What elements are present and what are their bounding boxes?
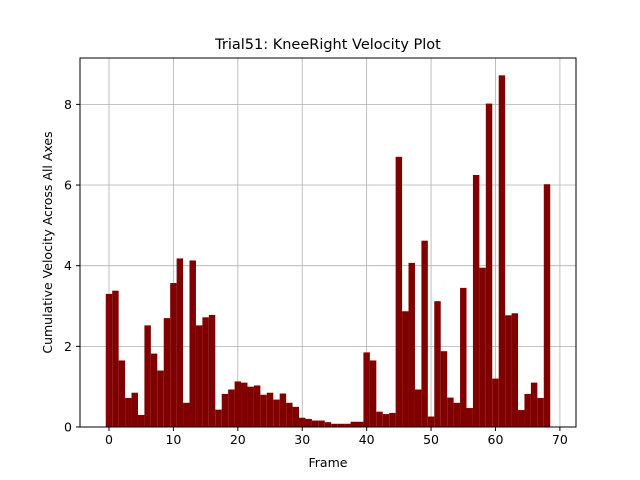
x-tick-label-50: 50 [423,432,439,447]
y-tick-label-4: 4 [64,258,72,273]
bar-frame-28 [286,402,293,427]
x-axis-label: Frame [309,455,348,470]
bar-frame-6 [144,325,151,427]
bar-frame-53 [447,397,454,427]
bar-frame-33 [318,420,325,427]
x-tick-label-60: 60 [488,432,504,447]
bar-frame-14 [195,325,203,427]
bar-frame-49 [421,240,428,427]
x-tick-label-10: 10 [165,432,181,447]
x-axis-ticks: 0 10 20 30 40 50 60 70 [105,427,568,447]
bar-frame-18 [221,393,229,427]
bar-frame-19 [228,389,235,427]
bar-frame-48 [414,389,422,427]
bar-frame-24 [260,394,267,427]
bar-frame-4 [131,392,138,427]
bar-frame-16 [208,314,216,427]
bar-frame-38 [350,421,357,427]
bar-frame-35 [331,423,338,427]
bar-frame-13 [189,260,196,427]
bar-frame-32 [311,420,319,427]
bar-frame-51 [434,301,441,427]
bar-frame-50 [427,416,435,427]
bar-frame-37 [344,423,351,427]
bar-frame-20 [234,381,242,427]
bar-frame-43 [382,414,390,427]
bar-frame-54 [453,402,461,427]
y-axis-label: Cumulative Velocity Across All Axes [40,131,55,353]
bar-frame-17 [215,409,222,427]
bar-frame-61 [498,75,506,428]
bar-frame-41 [369,360,377,427]
bar-frame-64 [518,410,525,427]
bar-frame-15 [202,317,209,427]
bar-frame-45 [395,156,403,427]
bar-frame-12 [183,402,190,427]
bar-frame-56 [466,408,473,427]
bar-frame-42 [376,411,383,427]
bar-frame-29 [292,406,300,427]
bar-frame-3 [125,397,132,427]
bar-frame-40 [363,352,370,427]
bar-frame-67 [537,397,544,427]
bar-frame-0 [105,293,113,427]
y-tick-label-2: 2 [64,339,72,354]
bar-frame-59 [485,103,493,427]
bar-frame-44 [389,412,396,427]
bar-frame-8 [157,370,164,427]
y-tick-label-8: 8 [64,97,72,112]
bar-series [105,75,551,428]
bar-frame-39 [356,421,364,427]
chart-title: Trial51: KneeRight Velocity Plot [214,37,441,53]
bar-frame-36 [337,423,345,427]
bar-frame-1 [112,290,119,427]
bar-frame-68 [543,184,551,427]
bar-frame-58 [479,267,486,427]
bar-frame-25 [266,392,274,427]
bar-frame-66 [530,382,538,427]
bar-frame-47 [408,262,415,427]
bar-frame-7 [150,353,158,427]
x-tick-label-30: 30 [294,432,310,447]
bar-frame-55 [460,287,467,427]
bar-frame-9 [163,318,171,427]
x-tick-label-20: 20 [230,432,246,447]
bar-frame-62 [505,315,512,427]
bar-frame-30 [299,417,306,427]
bar-frame-10 [170,283,177,427]
y-tick-label-0: 0 [64,420,72,435]
x-tick-label-40: 40 [359,432,375,447]
bar-frame-60 [492,378,499,427]
bar-frame-2 [118,360,126,427]
bar-frame-21 [241,382,248,427]
bar-frame-52 [440,351,448,427]
bar-frame-27 [279,393,287,427]
bar-frame-5 [137,414,145,427]
plot-frame [79,57,577,428]
bar-frame-57 [472,174,480,427]
y-axis-ticks: 0 2 4 6 8 [64,97,80,435]
x-tick-label-70: 70 [552,432,568,447]
x-tick-label-0: 0 [105,432,113,447]
bar-frame-34 [324,422,332,427]
bar-frame-46 [402,311,409,427]
bar-frame-23 [253,385,261,427]
y-tick-label-6: 6 [64,178,72,193]
bar-frame-63 [511,313,519,427]
bar-frame-65 [524,393,531,427]
bar-frame-31 [305,418,312,427]
bar-frame-26 [273,399,280,427]
grid-lines [80,58,576,428]
bar-frame-22 [247,386,254,427]
bar-frame-11 [176,258,184,427]
